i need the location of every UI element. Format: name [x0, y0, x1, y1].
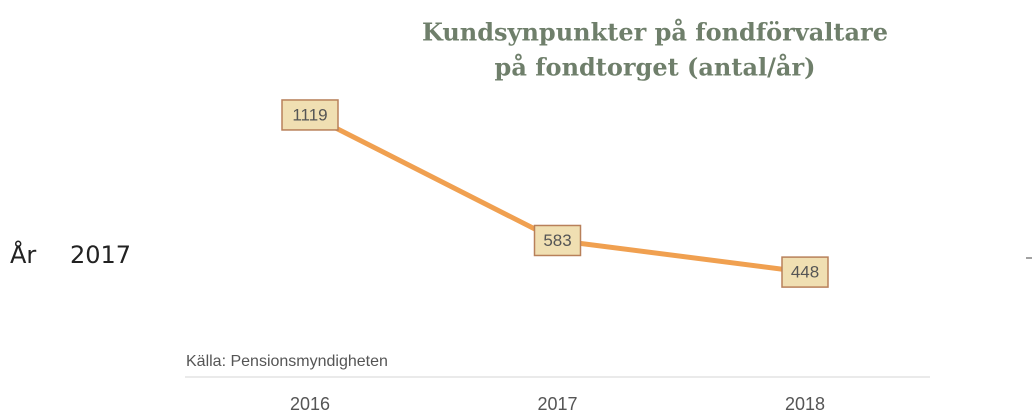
source: Källa: Pensionsmyndigheten [186, 353, 388, 370]
chart-title: Kundsynpunkter på fondförvaltare [422, 18, 888, 47]
filter-value[interactable]: 2017 [70, 241, 131, 269]
value-label: 448 [791, 263, 819, 282]
value-label-box [533, 224, 582, 257]
value-label: 1119 [292, 105, 327, 124]
x-tick-label: 2018 [785, 394, 825, 414]
x-tick-label: 2016 [290, 394, 330, 414]
chart-title: på fondtorget (antal/år) [495, 53, 816, 82]
filter-label: År [10, 240, 36, 269]
value-label-box [281, 99, 339, 131]
value-label-box [781, 256, 829, 288]
value-label: 583 [543, 231, 571, 250]
x-tick-label: 2017 [537, 394, 577, 414]
